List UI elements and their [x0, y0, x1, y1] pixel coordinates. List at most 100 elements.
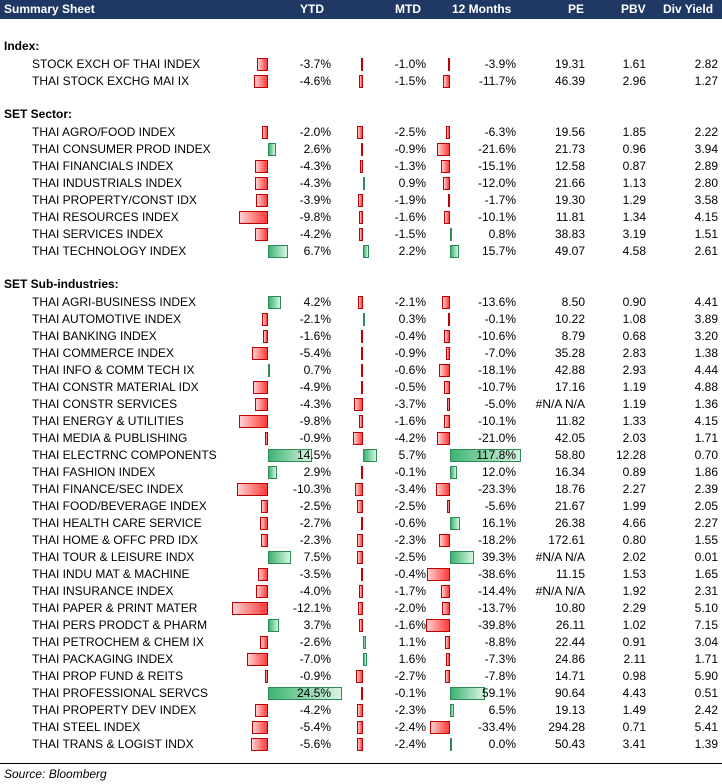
div-yield-value: 3.58	[694, 193, 718, 207]
mtd-value: -0.6%	[394, 516, 426, 530]
mtd-bar	[359, 228, 363, 241]
pbv-value: 0.90	[622, 295, 646, 309]
div-yield-value: 2.80	[694, 176, 718, 190]
pe-value: 172.61	[548, 533, 585, 547]
12m-bar	[450, 449, 521, 462]
12m-bar	[448, 194, 450, 207]
ytd-value: -0.9%	[299, 431, 331, 445]
mtd-value: 2.2%	[398, 244, 426, 258]
index-name: THAI CONSTR SERVICES	[32, 397, 178, 411]
ytd-bar	[263, 330, 268, 343]
pe-value: 58.80	[554, 448, 585, 462]
col-ytd: YTD	[300, 2, 324, 16]
ytd-value: -3.5%	[299, 567, 331, 581]
ytd-value: -2.1%	[299, 312, 331, 326]
index-name: THAI FINANCE/SEC INDEX	[32, 482, 184, 496]
mtd-bar	[361, 517, 363, 530]
12m-value: -10.7%	[477, 380, 516, 394]
mtd-bar	[356, 126, 363, 139]
mtd-bar	[358, 602, 363, 615]
12m-value: 12.0%	[481, 465, 516, 479]
12m-bar	[442, 177, 450, 190]
mtd-value: -2.5%	[394, 499, 426, 513]
index-name: THAI INDU MAT & MACHINE	[32, 567, 190, 581]
pbv-value: 0.71	[622, 720, 646, 734]
pbv-value: 1.34	[622, 210, 646, 224]
pe-value: 50.43	[554, 737, 585, 751]
div-yield-value: 2.61	[694, 244, 718, 258]
12m-bar	[447, 58, 450, 71]
pe-value: 26.11	[555, 618, 585, 632]
table-row: THAI RESOURCES INDEX -9.8% -1.6% -10.1% 11.8…	[0, 209, 722, 226]
div-yield-value: 2.05	[694, 499, 718, 513]
table-row: THAI MEDIA & PUBLISHING -0.9% -4.2% -21.0% 4…	[0, 430, 722, 447]
table-row: THAI FOOD/BEVERAGE INDEX -2.5% -2.5% -5.6% 2…	[0, 498, 722, 515]
ytd-bar	[268, 449, 312, 462]
mtd-value: -0.6%	[394, 363, 426, 377]
mtd-bar	[363, 313, 365, 326]
pbv-value: 2.11	[623, 652, 646, 666]
pe-value: 12.58	[554, 159, 585, 173]
div-yield-value: 2.89	[694, 159, 718, 173]
ytd-value: 14.5%	[296, 448, 331, 462]
table-row: THAI AGRI-BUSINESS INDEX 4.2% -2.1% -13.6% 8…	[0, 294, 722, 311]
12m-value: 0.0%	[488, 737, 516, 751]
ytd-bar	[247, 653, 268, 666]
12m-value: -7.0%	[484, 346, 516, 360]
ytd-value: -5.4%	[299, 346, 331, 360]
ytd-bar	[262, 126, 268, 139]
pbv-value: 1.29	[622, 193, 646, 207]
ytd-bar	[268, 245, 289, 258]
section-title: SET Sector:	[4, 107, 73, 121]
index-name: THAI PROFESSIONAL SERVCS	[32, 686, 209, 700]
pe-value: 22.44	[554, 635, 585, 649]
ytd-value: -4.3%	[299, 176, 331, 190]
pbv-value: 12.28	[615, 448, 646, 462]
index-name: THAI FOOD/BEVERAGE INDEX	[32, 499, 207, 513]
div-yield-value: 0.51	[694, 686, 718, 700]
12m-bar	[443, 211, 450, 224]
12m-value: -10.1%	[477, 210, 516, 224]
12m-value: -12.0%	[477, 176, 516, 190]
mtd-value: -0.1%	[394, 686, 426, 700]
index-name: THAI RESOURCES INDEX	[32, 210, 179, 224]
12m-bar	[444, 636, 450, 649]
mtd-bar	[363, 245, 369, 258]
ytd-value: -12.1%	[292, 601, 331, 615]
ytd-bar	[254, 75, 268, 88]
mtd-bar	[361, 381, 363, 394]
pbv-value: 1.49	[622, 703, 646, 717]
ytd-value: -2.3%	[299, 533, 331, 547]
pe-value: 10.22	[554, 312, 585, 326]
ytd-value: -3.9%	[299, 193, 331, 207]
pbv-value: 1.92	[622, 584, 646, 598]
pbv-value: 2.03	[622, 431, 646, 445]
12m-bar	[450, 738, 452, 751]
table-row: THAI COMMERCE INDEX -5.4% -0.9% -7.0% 35.28 2…	[0, 345, 722, 362]
ytd-bar	[253, 381, 268, 394]
mtd-value: 1.6%	[398, 652, 426, 666]
mtd-value: -2.5%	[394, 550, 426, 564]
ytd-value: -2.6%	[299, 635, 331, 649]
pe-value: 19.56	[554, 125, 585, 139]
index-name: THAI STOCK EXCHG MAI IX	[32, 74, 190, 88]
12m-value: -15.1%	[477, 159, 516, 173]
mtd-bar	[357, 721, 363, 734]
mtd-value: 5.7%	[398, 448, 426, 462]
header-row: Summary Sheet YTD MTD 12 Months PE PBV D…	[0, 0, 722, 19]
table-row: THAI STOCK EXCHG MAI IX -4.6% -1.5% -11.7% 4…	[0, 73, 722, 90]
div-yield-value: 7.15	[694, 618, 718, 632]
ytd-value: -5.4%	[299, 720, 331, 734]
section-heading: SET Sector:	[0, 106, 722, 123]
pe-value: #N/A N/A	[535, 584, 585, 598]
12m-bar	[446, 126, 450, 139]
ytd-bar	[260, 500, 268, 513]
mtd-value: -3.4%	[394, 482, 426, 496]
ytd-bar	[268, 619, 280, 632]
12m-bar	[450, 245, 460, 258]
index-name: THAI ENERGY & UTILITIES	[32, 414, 184, 428]
12m-value: -11.7%	[478, 74, 516, 88]
ytd-value: -5.6%	[299, 737, 331, 751]
div-yield-value: 1.71	[694, 652, 718, 666]
ytd-value: 0.7%	[303, 363, 331, 377]
